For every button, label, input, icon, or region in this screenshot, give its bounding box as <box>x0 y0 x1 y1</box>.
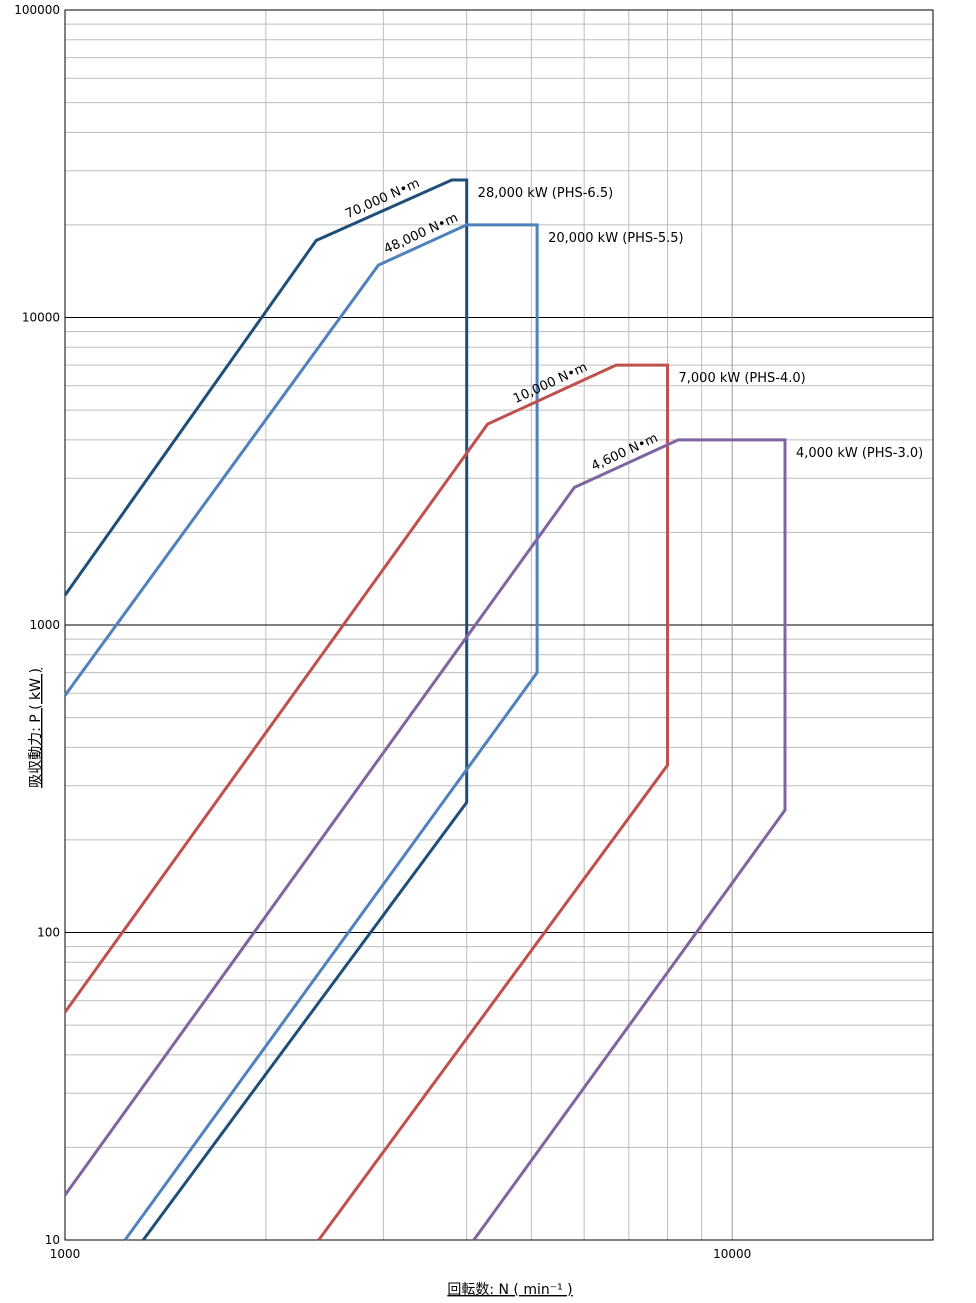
y-tick-label: 10 <box>45 1233 60 1247</box>
capacity-label-3: 7,000 kW (PHS-4.0) <box>679 371 806 386</box>
y-tick-label: 100000 <box>14 3 60 17</box>
y-axis-title: 吸収動力: P ( kW ) <box>28 668 44 788</box>
x-axis-title: 回転数: N ( min⁻¹ ) <box>447 1282 572 1298</box>
x-tick-label: 1000 <box>50 1247 81 1261</box>
series-line-3 <box>63 363 669 1241</box>
y-tick-label: 100 <box>37 926 60 940</box>
series-lines <box>63 178 787 1241</box>
series-line-1 <box>63 178 469 1241</box>
y-tick-label: 1000 <box>29 618 60 632</box>
capacity-label-2: 20,000 kW (PHS-5.5) <box>548 231 684 246</box>
capacity-label-1: 28,000 kW (PHS-6.5) <box>478 186 614 201</box>
tick-labels: 10 100 1000 10000 100000 1000 10000 <box>14 3 751 1261</box>
capacity-label-4: 4,000 kW (PHS-3.0) <box>796 446 923 461</box>
series-line-4 <box>63 438 787 1241</box>
plot-border <box>64 9 934 1241</box>
y-tick-label: 10000 <box>22 311 60 325</box>
x-tick-label: 10000 <box>713 1247 751 1261</box>
series-line-2 <box>63 223 539 1241</box>
annotations: 70,000 N•m 28,000 kW (PHS-6.5)48,000 N•m 2… <box>343 176 923 474</box>
